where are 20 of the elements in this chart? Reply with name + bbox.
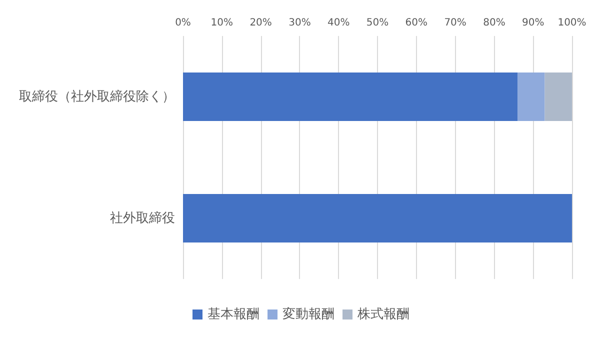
x-tick-label: 80% [483,18,506,28]
x-tick-label: 10% [210,18,234,28]
legend-label: 株式報酬 [356,307,410,322]
y-tick-label: 社外取締役 [110,210,175,226]
x-tick-label: 60% [405,18,428,28]
x-tick-label: 0% [175,18,191,28]
x-tick-label: 100% [558,18,586,28]
x-tick-label: 70% [444,18,466,28]
bar [183,194,572,243]
x-tick-label: 20% [250,18,272,28]
x-tick-label: 50% [366,18,389,28]
x-tick-label: 90% [522,18,544,28]
bar [518,72,545,122]
x-tick-label: 40% [327,18,350,28]
legend-label: 変動報酬 [282,306,334,322]
bar [183,72,518,122]
bar [544,72,572,122]
legend-label: 基本報酬 [208,307,260,322]
x-tick-label: 30% [288,18,311,28]
y-tick-label: 取締役（社外取締役除く） [19,89,175,104]
